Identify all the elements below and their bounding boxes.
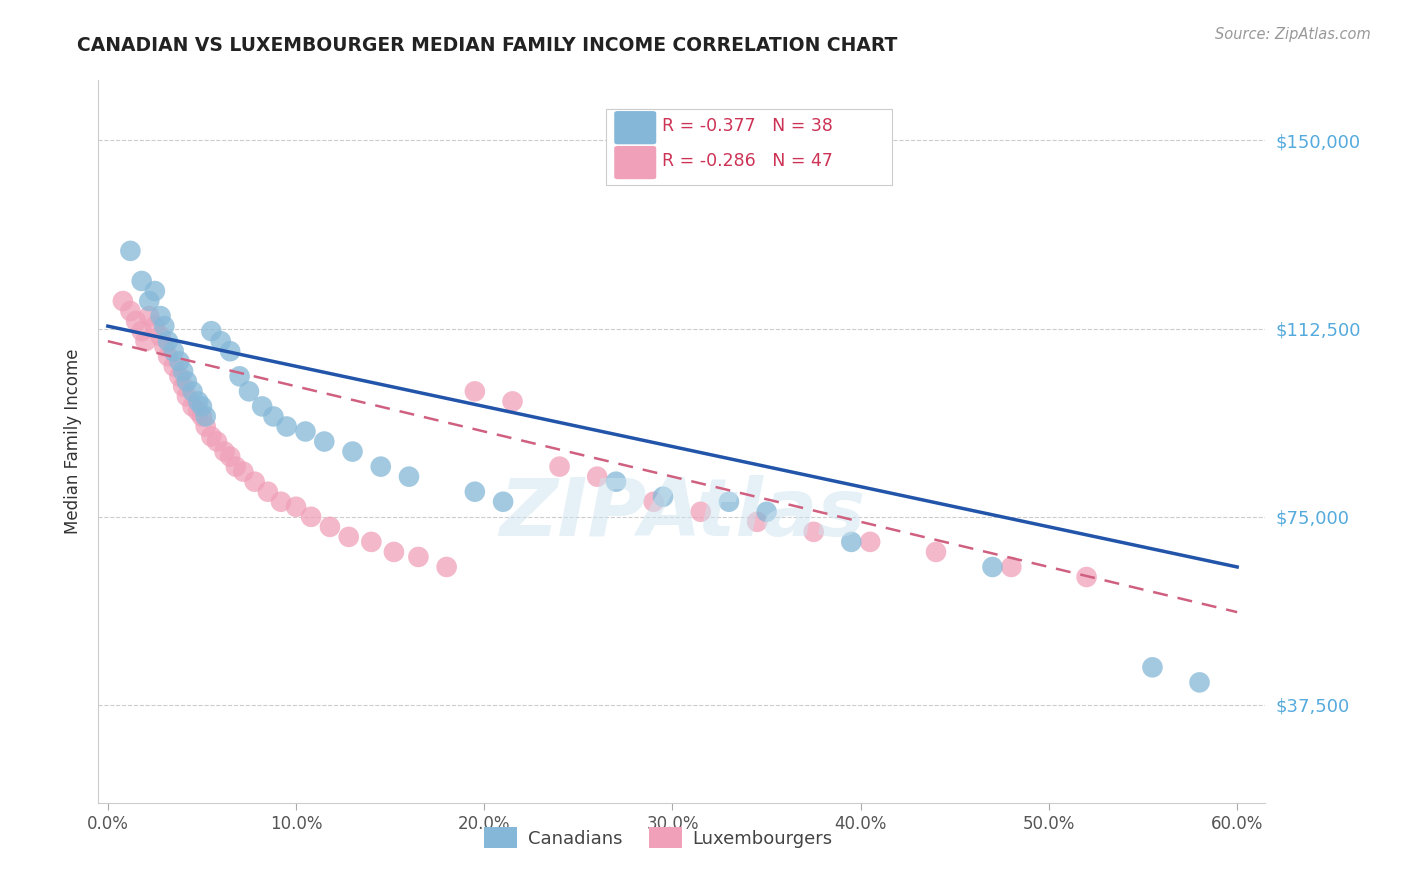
FancyBboxPatch shape (606, 109, 891, 185)
Point (205, 434, 228, 449)
Point (548, 459, 571, 474)
Point (169, 354, 191, 368)
Point (925, 545, 948, 559)
Point (370, 459, 392, 474)
Point (176, 374, 198, 388)
Point (143, 319, 166, 334)
Point (342, 444, 364, 458)
Point (149, 329, 172, 343)
Point (839, 534, 862, 549)
Point (149, 309, 172, 323)
Point (214, 444, 236, 458)
Point (172, 364, 194, 378)
Point (803, 524, 825, 539)
Point (176, 389, 198, 403)
Point (250, 400, 273, 414)
Point (408, 549, 430, 564)
Point (1076, 570, 1098, 584)
Point (1000, 560, 1022, 574)
Point (131, 274, 153, 288)
Point (243, 475, 266, 489)
Point (194, 419, 217, 434)
Point (436, 560, 458, 574)
Text: R = -0.377   N = 38: R = -0.377 N = 38 (662, 117, 832, 136)
FancyBboxPatch shape (614, 112, 657, 145)
Point (299, 509, 322, 524)
Text: CANADIAN VS LUXEMBOURGER MEDIAN FAMILY INCOME CORRELATION CHART: CANADIAN VS LUXEMBOURGER MEDIAN FAMILY I… (77, 36, 897, 54)
Point (319, 520, 342, 534)
Legend: Canadians, Luxembourgers: Canadians, Luxembourgers (477, 820, 839, 855)
Point (219, 450, 242, 464)
Point (747, 515, 769, 529)
Point (138, 293, 160, 308)
Point (191, 409, 214, 424)
Point (981, 560, 1004, 574)
Point (143, 284, 166, 298)
Point (337, 530, 360, 544)
Point (294, 425, 316, 439)
Point (360, 534, 382, 549)
Point (120, 244, 142, 258)
Point (586, 469, 609, 483)
Point (163, 344, 186, 359)
Text: Source: ZipAtlas.com: Source: ZipAtlas.com (1215, 27, 1371, 42)
Point (492, 494, 515, 508)
Point (605, 475, 627, 489)
Point (270, 494, 292, 508)
Point (163, 359, 186, 374)
Text: R = -0.286   N = 47: R = -0.286 N = 47 (662, 153, 832, 170)
Point (262, 409, 284, 424)
Point (238, 384, 260, 399)
Point (125, 314, 148, 328)
Point (232, 465, 254, 479)
Point (225, 459, 247, 474)
Point (181, 384, 204, 399)
Point (157, 334, 180, 348)
Y-axis label: Median Family Income: Median Family Income (65, 349, 83, 534)
Point (755, 505, 778, 519)
FancyBboxPatch shape (614, 146, 657, 179)
Point (181, 400, 204, 414)
Text: ZIPAtlas: ZIPAtlas (499, 475, 865, 553)
Point (652, 490, 675, 504)
Point (285, 500, 308, 514)
Point (382, 545, 405, 559)
Point (643, 494, 665, 508)
Point (219, 344, 242, 359)
Point (169, 369, 191, 384)
Point (209, 334, 232, 348)
Point (172, 379, 194, 393)
Point (120, 304, 142, 318)
Point (398, 469, 420, 483)
Point (131, 324, 153, 338)
Point (111, 293, 134, 308)
Point (1188, 675, 1211, 690)
Point (314, 434, 336, 449)
Point (1142, 660, 1164, 674)
Point (859, 534, 882, 549)
Point (228, 369, 250, 384)
Point (187, 394, 209, 409)
Point (256, 484, 278, 499)
Point (187, 404, 209, 418)
Point (191, 400, 214, 414)
Point (134, 334, 156, 348)
Point (153, 319, 176, 334)
Point (717, 494, 740, 508)
Point (138, 309, 160, 323)
Point (200, 324, 222, 338)
Point (194, 409, 217, 424)
Point (157, 349, 180, 363)
Point (276, 419, 298, 434)
Point (464, 384, 486, 399)
Point (689, 505, 711, 519)
Point (200, 429, 222, 443)
Point (153, 339, 176, 353)
Point (502, 394, 524, 409)
Point (464, 484, 486, 499)
